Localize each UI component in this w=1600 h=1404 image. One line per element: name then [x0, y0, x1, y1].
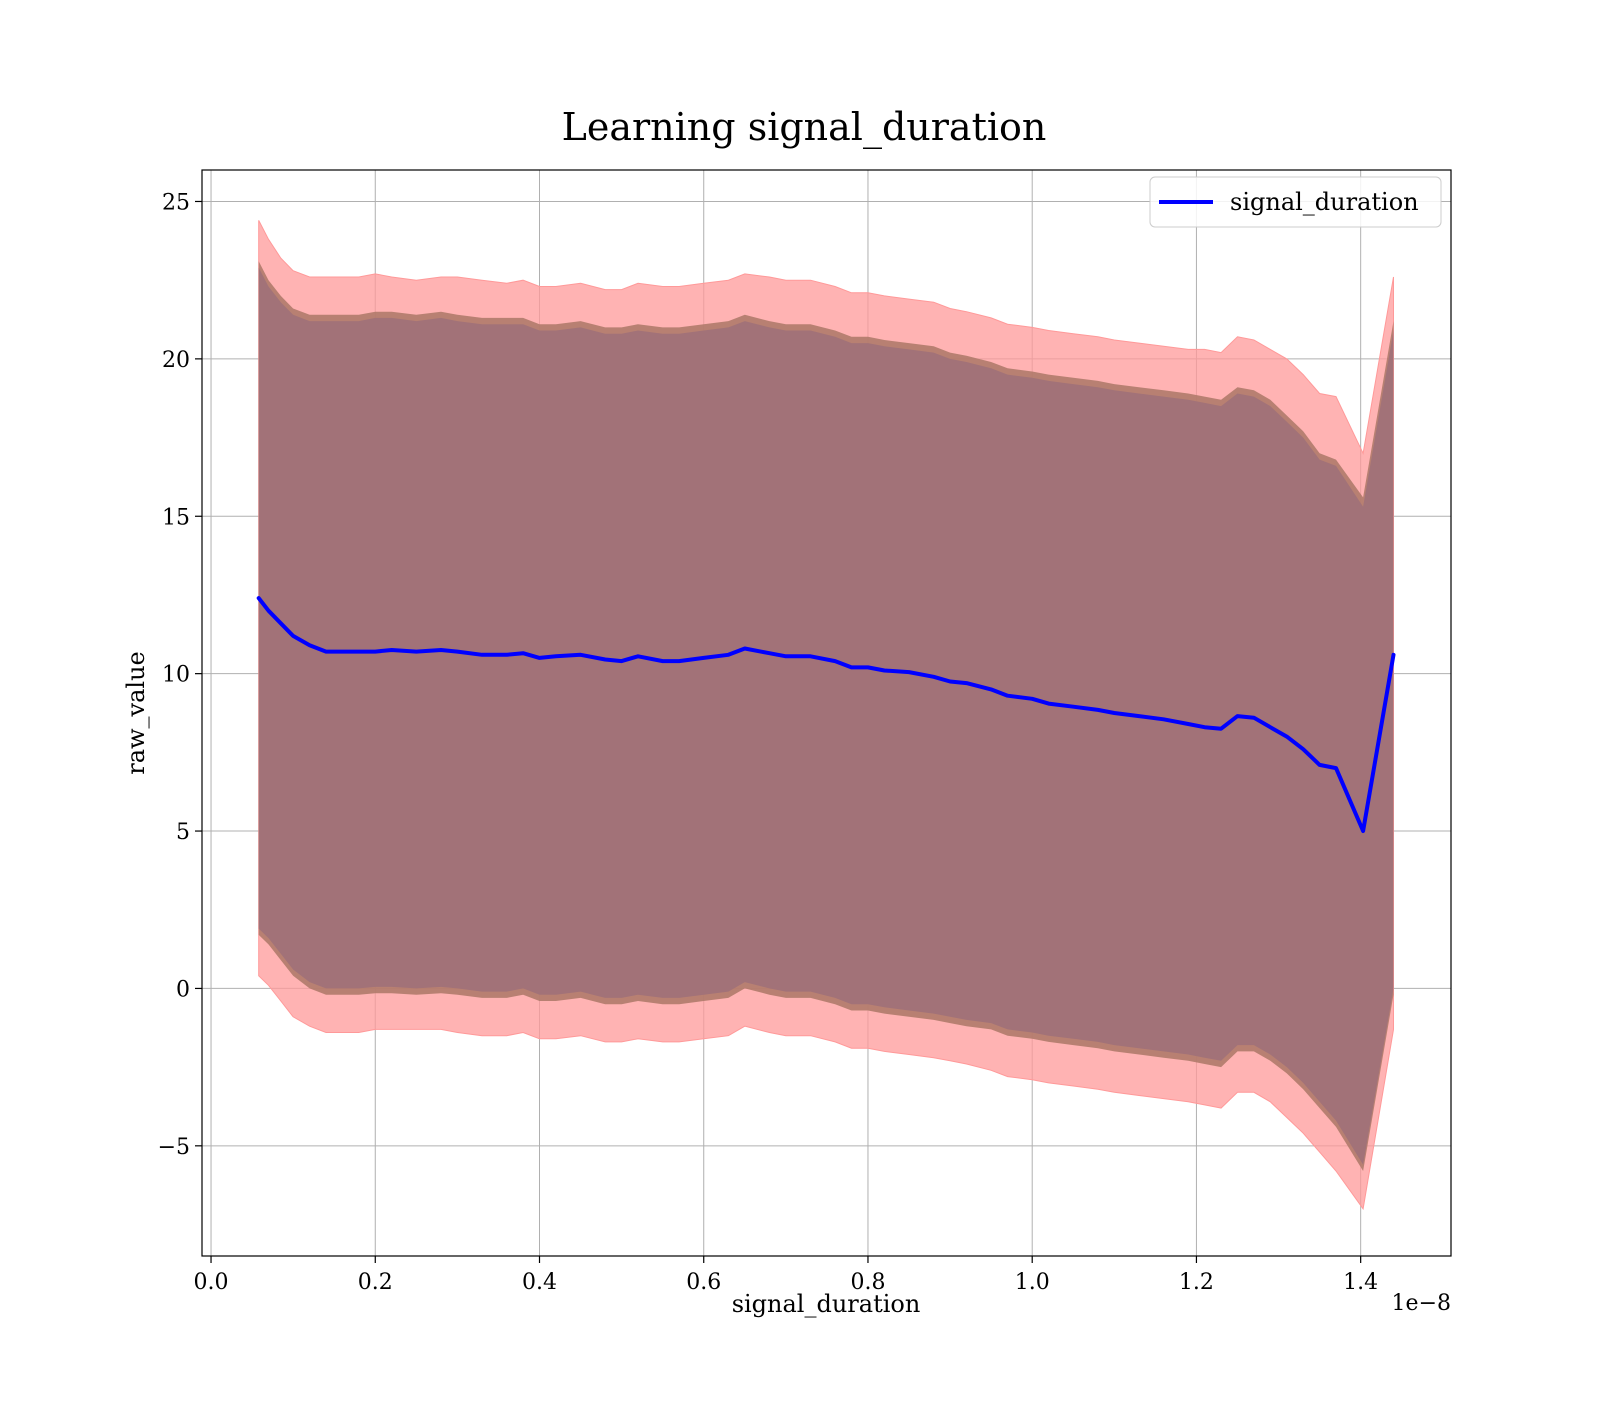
chart-title: Learning signal_duration	[562, 105, 1047, 150]
x-tick-label: 0.2	[358, 1270, 393, 1295]
x-tick-label: 0.0	[194, 1270, 229, 1295]
x-tick-label: 1.0	[1015, 1270, 1050, 1295]
y-axis-ticks: −5 0 5 10 15 20 25	[158, 190, 202, 1160]
x-tick-label: 1.2	[1179, 1270, 1214, 1295]
confidence-bands	[258, 220, 1394, 1211]
x-axis-ticks: 0.0 0.2 0.4 0.6 0.8 1.0 1.2 1.4	[194, 1256, 1378, 1295]
y-tick-label: 25	[162, 190, 190, 215]
y-tick-label: 10	[162, 663, 190, 688]
x-tick-label: 0.6	[686, 1270, 721, 1295]
y-tick-label: 20	[162, 348, 190, 373]
y-tick-label: 5	[176, 820, 190, 845]
band-inner	[258, 267, 1394, 1165]
series-line-signal-duration	[256, 596, 1396, 833]
x-axis-offset-label: 1e−8	[1392, 1291, 1451, 1316]
y-tick-label: 0	[176, 977, 190, 1002]
x-tick-label: 1.4	[1343, 1270, 1378, 1295]
x-axis-label: signal_duration	[732, 1290, 921, 1318]
plot-frame	[201, 169, 1452, 1257]
x-tick-label: 0.8	[850, 1270, 885, 1295]
legend: signal_duration	[1149, 176, 1442, 228]
y-tick-label: −5	[158, 1135, 190, 1160]
x-tick-label: 0.4	[522, 1270, 557, 1295]
y-tick-label: 15	[162, 505, 190, 530]
series-lines	[256, 596, 1396, 833]
legend-box	[1149, 176, 1442, 228]
legend-entry-signal-duration: signal_duration	[1230, 188, 1419, 216]
y-axis-label: raw_value	[122, 651, 150, 775]
